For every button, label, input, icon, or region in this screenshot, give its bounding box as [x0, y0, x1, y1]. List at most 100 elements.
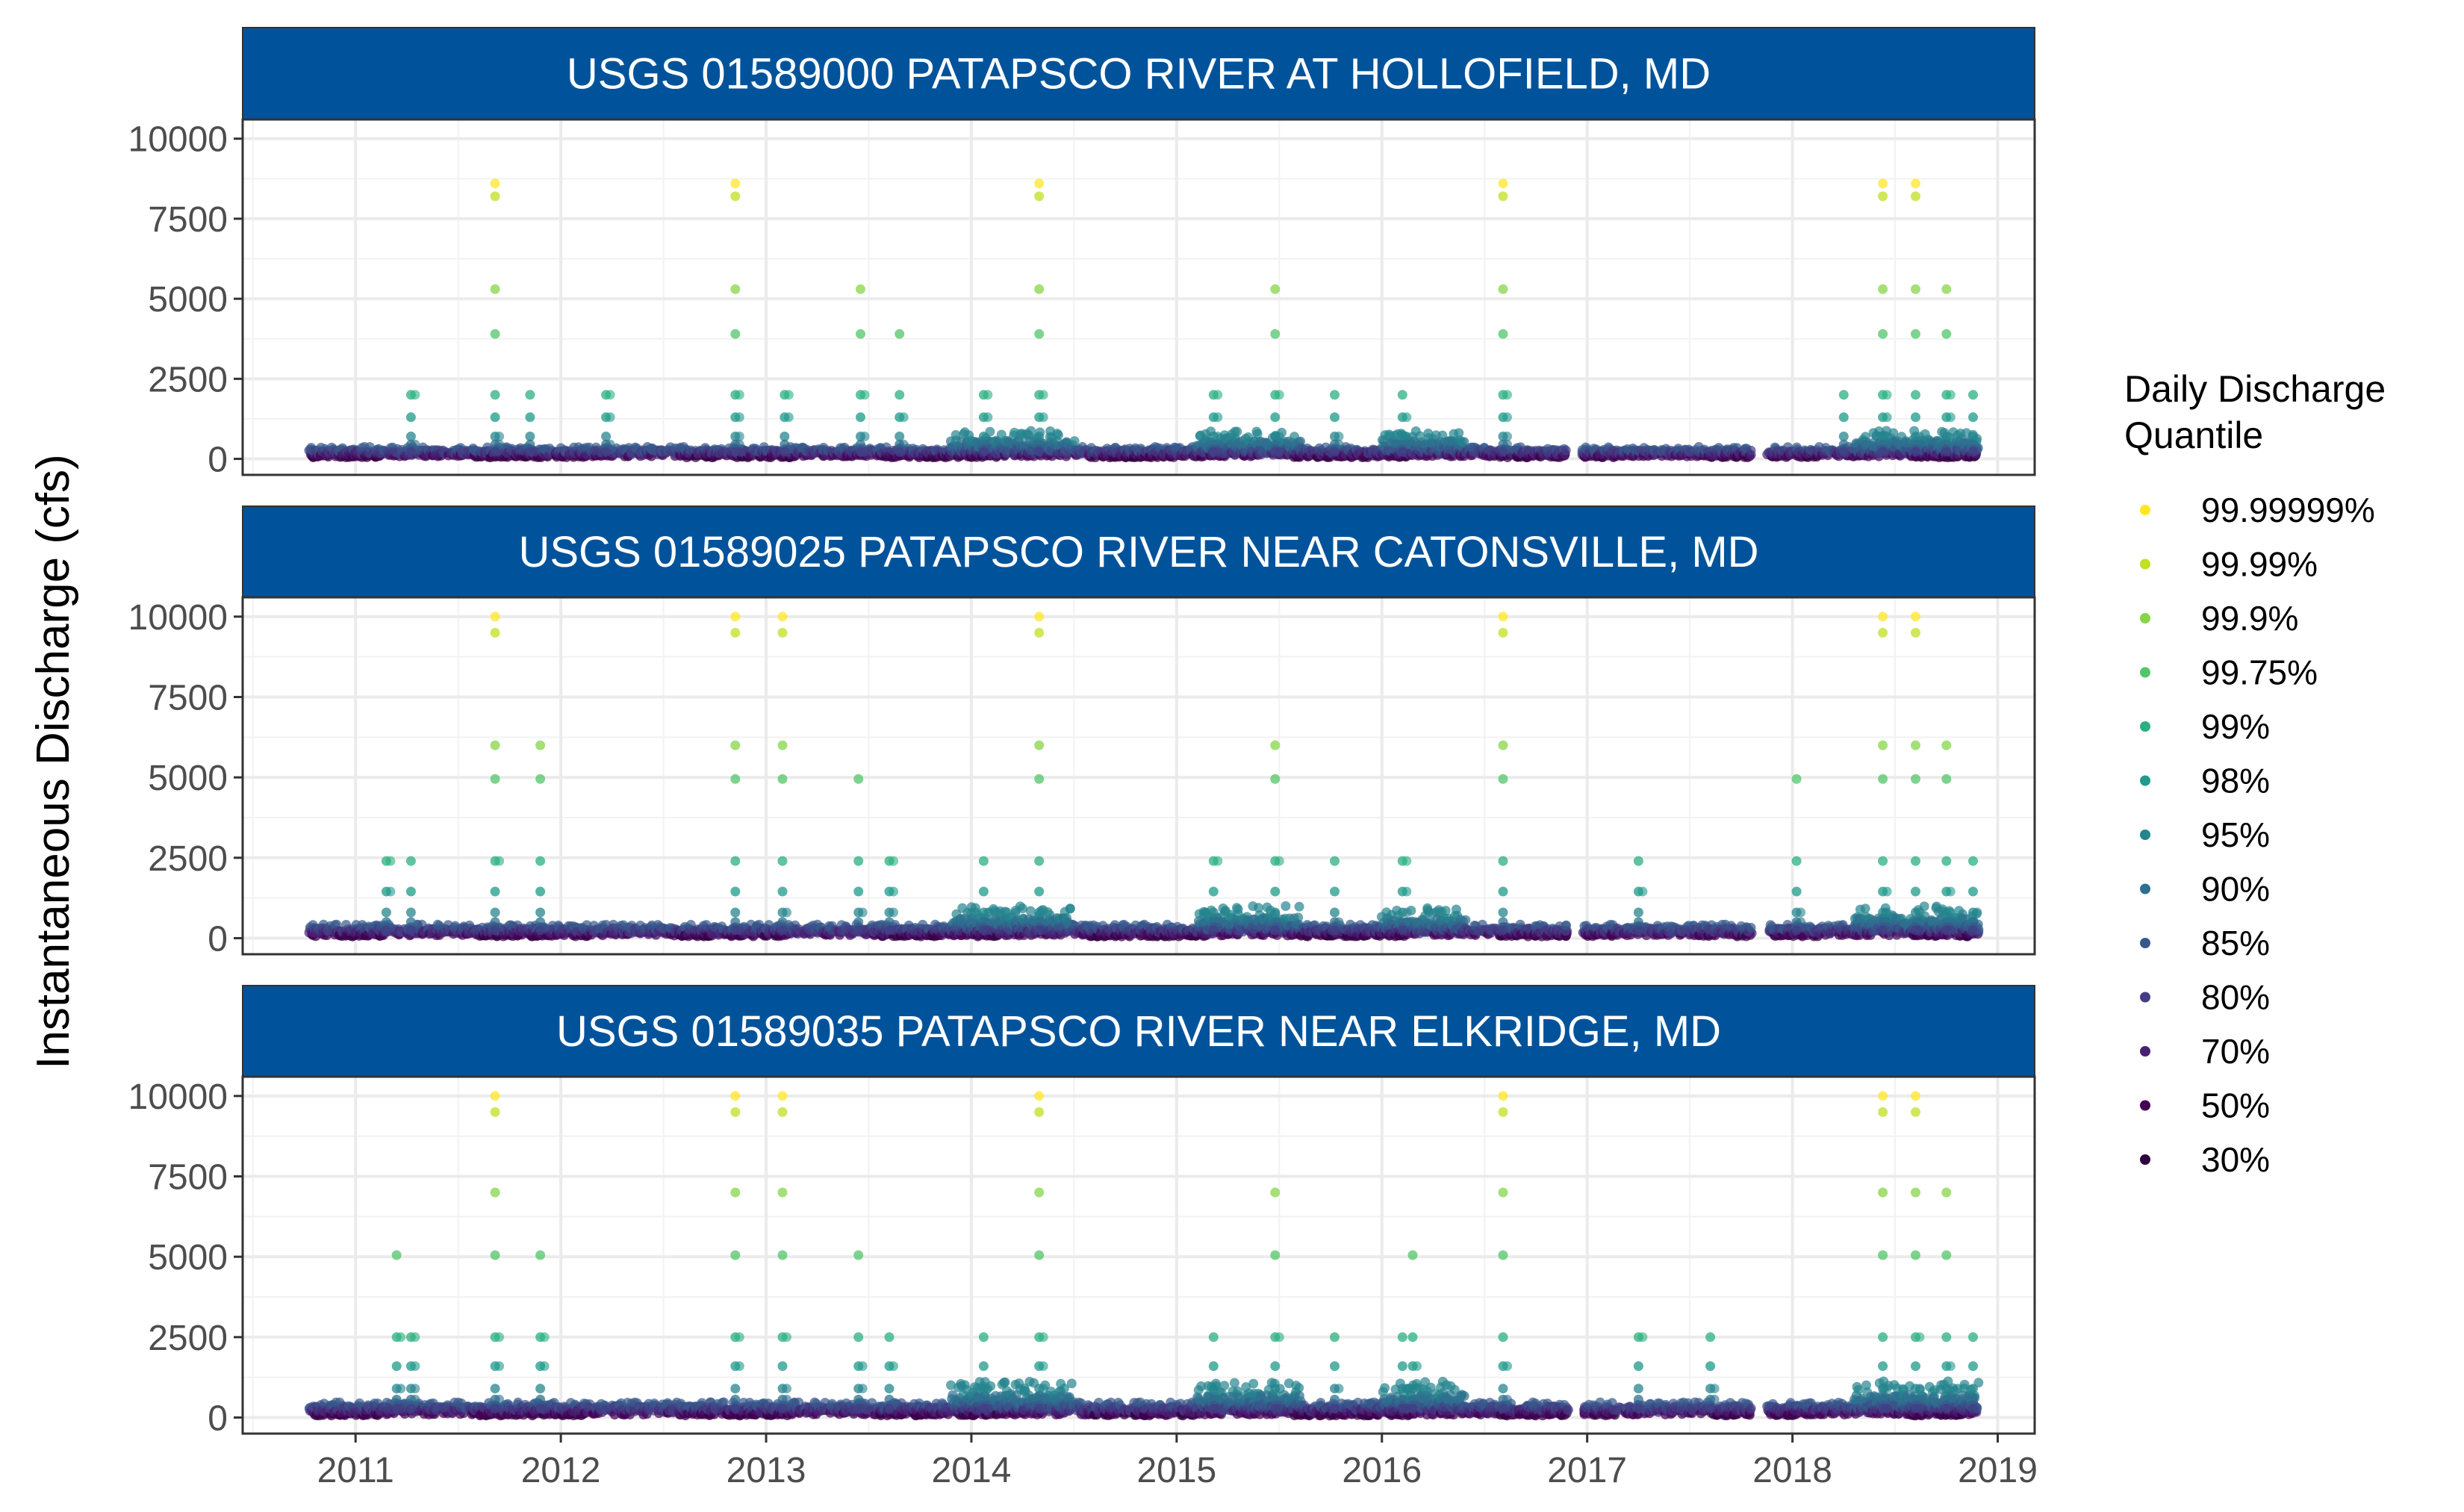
data-point	[1498, 191, 1508, 202]
data-point	[1026, 426, 1036, 436]
data-point	[730, 329, 741, 339]
data-point	[1838, 390, 1849, 400]
data-point	[1274, 390, 1284, 400]
data-point	[1232, 426, 1242, 437]
data-point	[780, 447, 790, 457]
data-point	[856, 412, 865, 423]
data-point	[1457, 437, 1467, 447]
data-point	[1911, 284, 1920, 294]
data-point	[1038, 390, 1048, 400]
data-point	[983, 390, 993, 400]
data-point	[1911, 178, 1920, 189]
data-point	[1882, 412, 1892, 423]
data-point	[898, 412, 909, 423]
data-point	[783, 412, 794, 423]
data-point	[1498, 329, 1508, 339]
panel-2: USGS 01589025 PATAPSCO RIVER NEAR CATONS…	[128, 505, 2036, 959]
data-point	[1274, 447, 1284, 457]
data-point	[1270, 412, 1281, 423]
data-point	[1397, 447, 1407, 457]
data-point	[1941, 447, 1952, 457]
data-point	[490, 329, 500, 339]
panel-plot-area	[243, 597, 2035, 954]
data-point	[601, 447, 612, 457]
panel-title: USGS 01589000 PATAPSCO RIVER AT HOLLOFIE…	[567, 50, 1711, 99]
data-point	[1878, 447, 1888, 457]
data-point	[730, 191, 741, 202]
data-point	[490, 191, 500, 202]
data-point	[978, 447, 989, 457]
data-point	[1015, 901, 1025, 912]
data-point	[1415, 431, 1425, 441]
data-point	[1498, 284, 1508, 294]
panel-plot-area	[243, 119, 2035, 475]
data-point	[1945, 390, 1956, 400]
data-point	[1746, 445, 1756, 455]
data-point	[859, 390, 870, 400]
data-point	[1270, 284, 1281, 294]
data-point	[734, 390, 744, 400]
data-point	[1502, 412, 1512, 423]
data-point	[1838, 447, 1849, 457]
data-point	[859, 447, 870, 457]
data-point	[1330, 447, 1340, 457]
y-tick-label: 7500	[148, 200, 228, 240]
data-point	[734, 447, 744, 457]
data-point	[783, 390, 794, 400]
data-point	[1069, 436, 1080, 447]
data-point	[1213, 390, 1223, 400]
data-point	[410, 390, 420, 400]
data-point	[490, 447, 500, 457]
data-point	[1270, 329, 1281, 339]
data-point	[529, 447, 539, 457]
data-point	[1401, 412, 1412, 423]
data-point	[730, 284, 741, 294]
data-point	[1213, 412, 1223, 423]
data-point	[405, 412, 416, 423]
data-point	[525, 412, 535, 423]
data-point	[856, 284, 865, 294]
facet-panels: USGS 01589000 PATAPSCO RIVER AT HOLLOFIE…	[128, 27, 2036, 1438]
data-point	[734, 412, 744, 423]
data-point	[405, 447, 416, 457]
data-point	[1397, 390, 1407, 400]
data-point	[1911, 191, 1920, 202]
data-point	[1911, 447, 1920, 457]
data-point	[730, 178, 741, 189]
panel-strip	[242, 27, 2035, 120]
data-point	[525, 390, 535, 400]
data-point	[1561, 445, 1571, 455]
data-point	[1878, 191, 1888, 202]
data-point	[1911, 329, 1920, 339]
y-tick-label: 5000	[148, 280, 228, 320]
data-point	[1034, 284, 1045, 294]
data-point	[1878, 284, 1888, 294]
data-point	[895, 329, 905, 339]
data-point	[1330, 390, 1340, 400]
y-tick-label: 10000	[128, 120, 228, 160]
data-point	[1034, 329, 1045, 339]
data-point	[1911, 412, 1920, 423]
data-points	[304, 178, 1983, 463]
data-point	[983, 412, 993, 423]
data-point	[1968, 412, 1978, 423]
data-point	[1330, 412, 1340, 423]
data-point	[895, 447, 905, 457]
y-tick-label: 2500	[148, 360, 228, 399]
panel-title: USGS 01589025 PATAPSCO RIVER NEAR CATONS…	[518, 528, 1758, 576]
data-point	[490, 178, 500, 189]
data-point	[1038, 412, 1048, 423]
data-point	[1498, 447, 1508, 457]
data-point	[856, 329, 865, 339]
data-point	[490, 412, 500, 423]
data-point	[1502, 390, 1512, 400]
data-point	[1454, 428, 1464, 438]
data-point	[490, 284, 500, 294]
data-point	[1968, 390, 1978, 400]
data-point	[1054, 430, 1063, 441]
data-point	[1878, 329, 1888, 339]
data-point	[895, 390, 905, 400]
data-point	[1945, 412, 1956, 423]
data-point	[490, 390, 500, 400]
